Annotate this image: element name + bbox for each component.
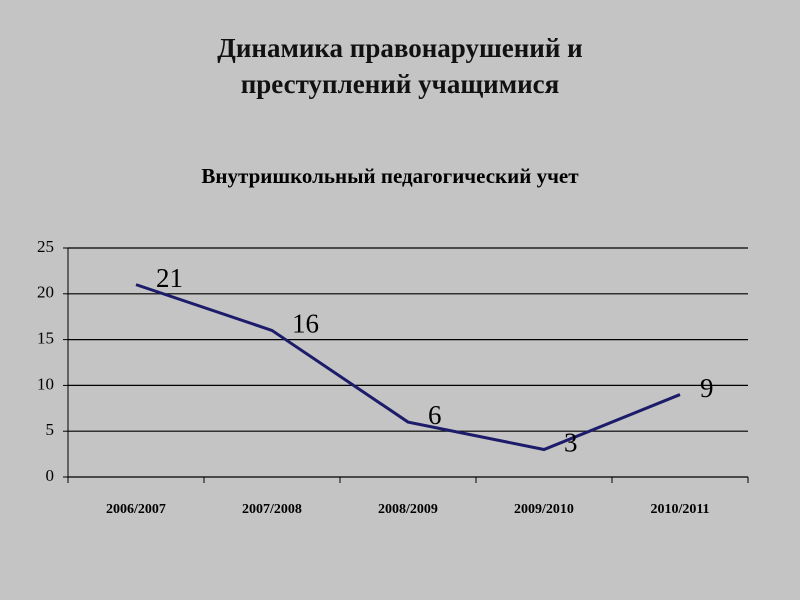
chart-title: Динамика правонарушений и преступлений у… <box>217 33 583 99</box>
data-label: 6 <box>428 400 442 430</box>
y-tick-label: 25 <box>37 237 54 256</box>
x-tick-label: 2009/2010 <box>514 502 574 517</box>
y-tick-label: 10 <box>37 374 54 393</box>
y-tick-label: 15 <box>37 329 54 348</box>
data-label: 21 <box>156 263 183 293</box>
y-tick-label: 20 <box>37 283 54 302</box>
data-label: 9 <box>700 373 714 403</box>
y-tick-label: 5 <box>46 420 55 439</box>
x-tick-label: 2006/2007 <box>106 502 166 517</box>
line <box>135 283 681 452</box>
x-tick-label: 2008/2009 <box>378 502 438 517</box>
data-label: 16 <box>292 309 319 339</box>
x-tick-label: 2010/2011 <box>650 502 709 517</box>
data-label: 3 <box>564 428 578 458</box>
y-tick-label: 0 <box>46 466 55 485</box>
chart-subtitle: Внутришкольный педагогический учет <box>201 164 579 188</box>
x-tick-label: 2007/2008 <box>242 502 302 517</box>
